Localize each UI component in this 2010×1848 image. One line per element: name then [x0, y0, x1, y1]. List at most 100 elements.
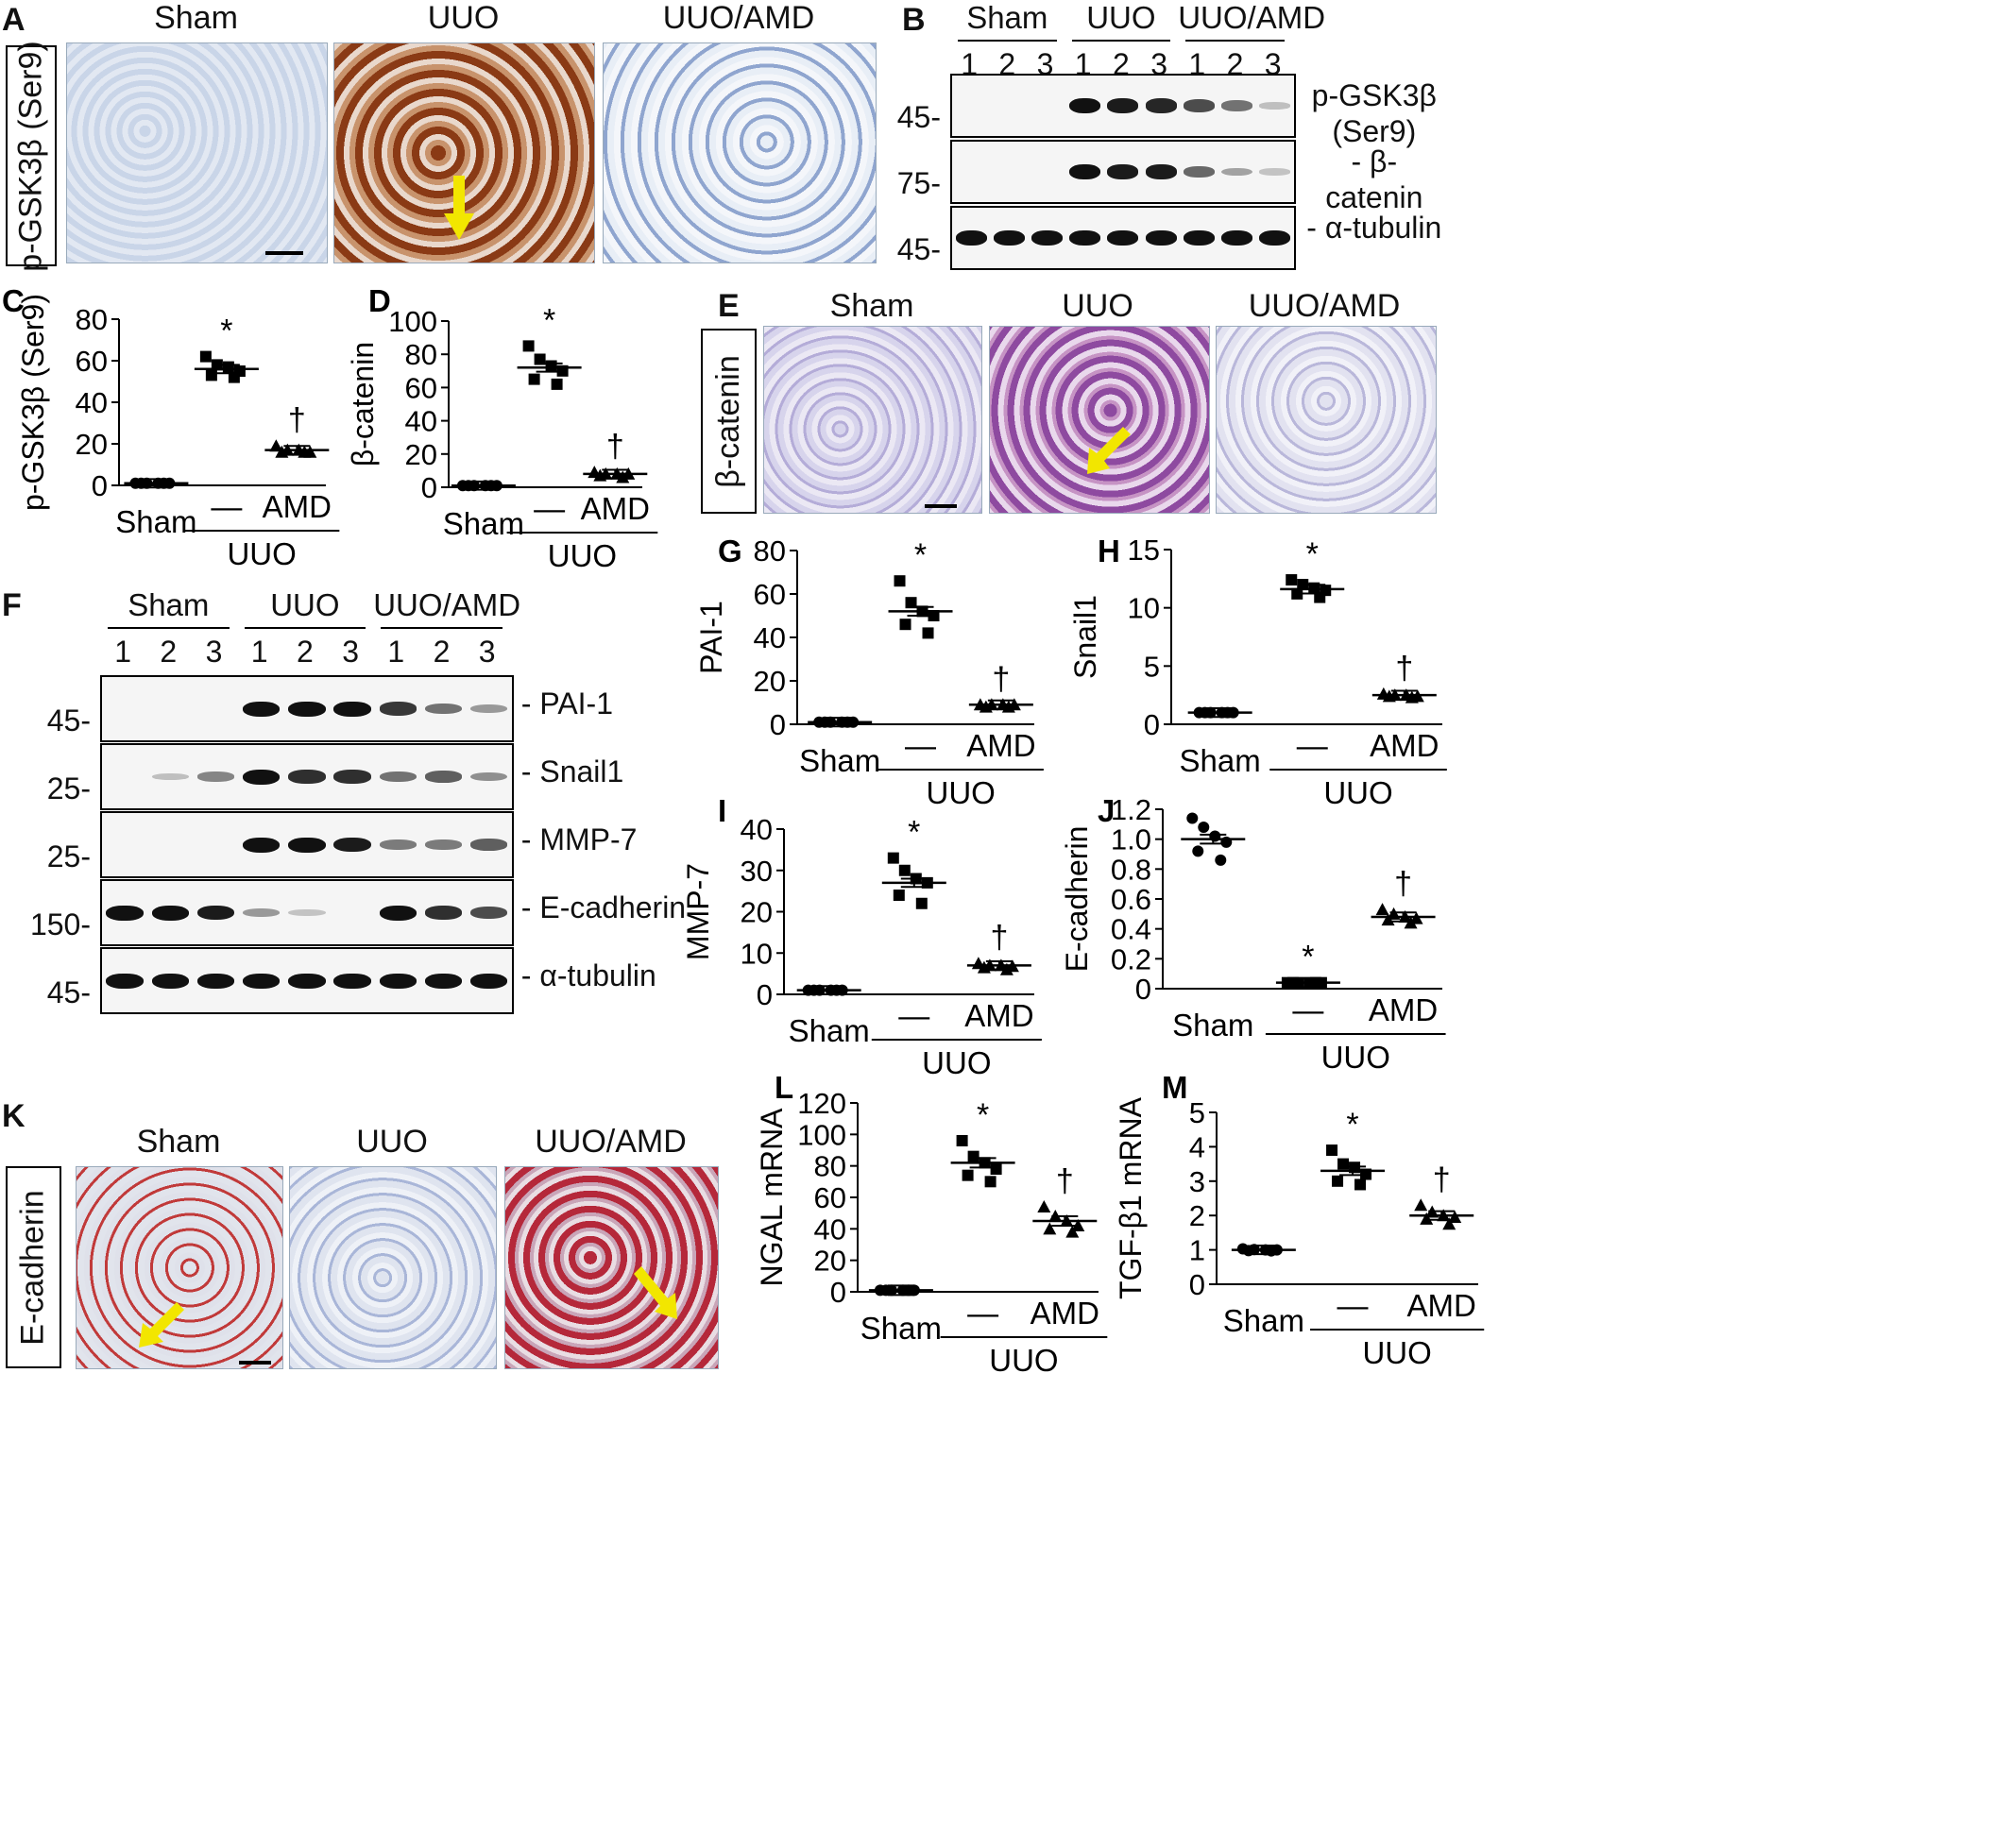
scale-bar [265, 251, 303, 255]
data-point-circle [1270, 1244, 1283, 1256]
x-label-vehicle: — [534, 491, 565, 526]
blot-band [196, 771, 235, 782]
data-point-square [1332, 1175, 1344, 1187]
blot-band [424, 906, 463, 920]
panel-k-header-uuo-amd: UUO/AMD [535, 1124, 687, 1160]
y-tick-label: 20 [76, 428, 108, 461]
group-underline [108, 627, 230, 629]
blot-band [1221, 100, 1252, 111]
data-point-triangle [275, 445, 289, 458]
blot-band [1259, 102, 1291, 110]
blot-band [1183, 99, 1215, 112]
y-tick-label: 40 [741, 813, 773, 846]
y-tick-label: 1 [1189, 1234, 1205, 1267]
panel-k-header-sham: Sham [136, 1124, 221, 1160]
data-point-triangle [1375, 903, 1389, 916]
data-point-circle [1215, 854, 1227, 866]
data-point-triangle [610, 466, 624, 480]
data-point-triangle [1405, 690, 1419, 704]
data-point-circle [825, 984, 837, 996]
data-point-circle [836, 984, 848, 996]
panel-a-letter: A [2, 2, 26, 38]
data-point-triangle [1071, 1219, 1085, 1231]
y-tick-label: 0 [421, 471, 437, 504]
x-label-sham: Sham [443, 506, 524, 541]
blot-band [1069, 98, 1101, 113]
arrow-icon [444, 176, 474, 240]
data-point-square [921, 876, 933, 889]
micrograph-e-uuo [989, 326, 1210, 514]
micrograph-e-sham [763, 326, 982, 514]
data-point-square [893, 890, 905, 901]
y-tick-label: 20 [405, 438, 437, 471]
blot-band [242, 907, 281, 918]
scale-bar [239, 1361, 271, 1365]
blot-band [955, 230, 987, 246]
y-tick-label: 20 [814, 1245, 846, 1278]
molecular-weight-marker: 45- [896, 100, 941, 134]
lane-number: 2 [433, 635, 451, 669]
data-point-triangle [1037, 1200, 1051, 1212]
blot-band [151, 973, 190, 989]
data-point-square [887, 852, 899, 864]
y-tick-label: 0 [770, 708, 786, 741]
data-point-circle [163, 477, 176, 489]
data-point-triangle [622, 466, 636, 480]
data-point-circle [135, 477, 147, 489]
y-tick-label: 60 [754, 578, 786, 611]
y-tick-label: 0 [757, 978, 773, 1011]
panel-k-row-label-box: E-cadherin [6, 1166, 61, 1368]
chart-panel-letter: H [1098, 534, 1120, 568]
blot-band [151, 905, 190, 921]
x-label-amd: AMD [1407, 1288, 1476, 1323]
blot-strip [100, 879, 514, 946]
y-tick-label: 0.2 [1111, 942, 1151, 975]
x-label-uuo: UUO [1323, 775, 1392, 810]
data-point-square [1297, 579, 1309, 590]
data-point-triangle [1442, 1217, 1456, 1230]
data-point-triangle [1376, 687, 1390, 700]
blot-strip [950, 140, 1296, 204]
chart-panel-letter: I [718, 793, 726, 828]
chart-panel-letter: D [368, 283, 391, 318]
panel-k-letter: K [2, 1098, 26, 1134]
scale-bar [925, 504, 957, 508]
micrograph-a-sham [66, 42, 328, 263]
blot-band [469, 704, 508, 714]
protein-label: p-GSK3β (Ser9) [1311, 78, 1437, 148]
blot-strip [950, 74, 1296, 138]
y-axis-label: β-catenin [346, 342, 380, 466]
data-point-circle [129, 477, 142, 489]
x-label-uuo: UUO [922, 1045, 991, 1080]
group-underline [381, 627, 502, 629]
data-point-circle [479, 480, 491, 492]
blot-group-header: UUO/AMD [373, 587, 521, 622]
data-point-square [1315, 976, 1327, 989]
blot-band [288, 770, 326, 784]
blot-group-header: UUO/AMD [1178, 0, 1326, 35]
data-point-square [556, 365, 569, 377]
y-tick-label: 30 [741, 855, 773, 888]
significance-mark: † [288, 402, 306, 438]
data-point-circle [1216, 706, 1228, 719]
molecular-weight-marker: 45- [46, 703, 91, 738]
blot-band [288, 908, 326, 917]
data-point-square [1286, 574, 1298, 586]
data-point-square [910, 873, 922, 885]
data-point-square [228, 371, 240, 383]
data-point-circle [468, 480, 480, 492]
lane-number: 1 [387, 635, 405, 669]
data-point-circle [485, 480, 497, 492]
y-tick-label: 5 [1144, 650, 1160, 683]
x-label-amd: AMD [964, 998, 1033, 1033]
data-point-square [928, 610, 940, 621]
x-label-uuo: UUO [1362, 1335, 1431, 1370]
significance-mark: * [220, 314, 232, 349]
data-point-triangle [1409, 911, 1423, 924]
data-point-triangle [996, 698, 1010, 711]
blot-band [379, 839, 417, 850]
data-point-square [1326, 1144, 1338, 1157]
y-axis-label: NGAL mRNA [755, 1108, 789, 1287]
data-point-circle [1236, 1243, 1249, 1255]
y-tick-label: 60 [405, 371, 437, 404]
